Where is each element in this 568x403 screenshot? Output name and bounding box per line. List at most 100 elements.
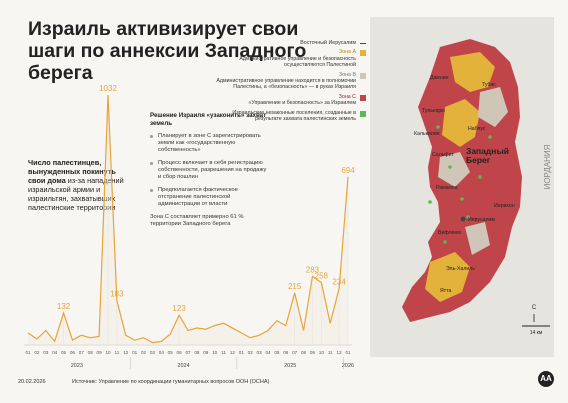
data-label: 215: [288, 282, 302, 291]
legend-zone-c-title: Зона С: [338, 93, 356, 100]
month-tick-label: 04: [265, 350, 271, 355]
month-tick-label: 12: [230, 350, 236, 355]
city-label: Дженин: [430, 75, 449, 81]
decision-item: Процесс включает в себя регистрацию собс…: [150, 160, 270, 181]
series-area: [28, 95, 348, 345]
north-label: С: [532, 305, 537, 311]
month-tick-label: 05: [168, 350, 174, 355]
left-note-bold: Число палестинцев, вынужденных покинуть …: [28, 158, 116, 185]
city-label: Вифлеем: [438, 230, 461, 236]
zone-b-center: [438, 152, 470, 187]
city-label: Наблус: [468, 126, 486, 132]
data-label: 258: [315, 272, 329, 281]
month-tick-label: 07: [292, 350, 298, 355]
month-tick-label: 04: [52, 350, 58, 355]
legend-settlements-desc: Израильские незаконные поселения, создан…: [232, 109, 356, 123]
year-label: 2023: [71, 363, 83, 369]
month-tick-label: 08: [88, 350, 94, 355]
zone-a-south: [425, 252, 470, 302]
legend-zone-b-title: Зона B: [338, 71, 356, 78]
settlements-swatch: [360, 110, 366, 117]
west-bank-label: Западный Берег: [466, 146, 511, 165]
month-tick-label: 01: [239, 350, 245, 355]
month-tick-label: 12: [123, 350, 129, 355]
left-note-rest: из-за нападений израильской армии и изра…: [28, 176, 124, 212]
city-label: Сальфит: [432, 152, 455, 158]
month-tick-label: 03: [43, 350, 49, 355]
month-tick-label: 11: [221, 350, 226, 355]
agency-logo: AA: [538, 371, 554, 387]
zone-b-north: [478, 87, 508, 127]
zone-b-swatch: [360, 72, 366, 79]
month-tick-label: 03: [150, 350, 156, 355]
data-label: 183: [110, 290, 124, 299]
footer-source: Источник: Управление по координации гума…: [72, 379, 270, 385]
legend-zone-c-desc: «Управление и безопасность» за Израилем: [248, 100, 356, 107]
legend-zone-b-desc: Административное управление находится в …: [216, 78, 356, 91]
month-tick-label: 08: [194, 350, 200, 355]
month-tick-label: 03: [257, 350, 263, 355]
month-tick-label: 09: [310, 350, 316, 355]
month-tick-label: 01: [25, 350, 31, 355]
month-tick-label: 06: [177, 350, 183, 355]
zone-b-south: [465, 222, 490, 255]
city-labels: Дженин Тубас Тулькарм Наблус Калькилия С…: [414, 75, 515, 294]
month-tick-label: 02: [141, 350, 147, 355]
legend-zone-a-desc: Административное управление и безопаснос…: [239, 55, 356, 69]
legend-east-jerusalem: Восточный Иерусалим: [216, 40, 366, 46]
data-label: 694: [341, 166, 355, 175]
scale-bar: 14 км: [522, 325, 550, 336]
year-label: 2026: [342, 363, 354, 369]
city-label: Иерихон: [494, 203, 515, 209]
data-label: 123: [172, 304, 186, 313]
month-tick-label: 11: [114, 350, 119, 355]
west-bank-map: Западный Берег ИОРДАНИЯ Дженин Тубас Тул…: [370, 17, 554, 357]
legend-zone-a: Зона А Административное управление и без…: [216, 49, 366, 68]
legend-settlements: Израильские незаконные поселения, создан…: [216, 110, 366, 123]
decision-footnote: Зона С составляет примерно 61 % территор…: [150, 214, 244, 227]
city-label: Ятта: [440, 288, 451, 294]
decision-block: Решение Израиля «узаконить» захват земел…: [150, 112, 270, 228]
legend-east-jerusalem-label: Восточный Иерусалим: [300, 40, 356, 46]
zone-a-swatch: [360, 50, 366, 57]
city-label: Калькилия: [414, 131, 440, 137]
city-label: Эль-Халиль: [446, 266, 475, 272]
scale-label: 14 км: [530, 330, 543, 336]
data-label: 234: [332, 277, 346, 286]
data-label: 283: [306, 265, 320, 274]
west-bank-label-l1: Западный: [466, 146, 509, 156]
month-tick-label: 04: [159, 350, 165, 355]
decision-title: Решение Израиля «узаконить» захват земел…: [150, 112, 267, 127]
footer-date: 20.02.2026: [18, 379, 46, 385]
month-tick-label: 05: [61, 350, 67, 355]
year-label: 2025: [284, 363, 296, 369]
data-label: 1032: [99, 84, 117, 93]
map-legend: Восточный Иерусалим Зона А Административ…: [216, 40, 366, 125]
zone-a-center: [442, 99, 480, 147]
month-tick-label: 07: [79, 350, 85, 355]
legend-zone-a-title: Зона А: [338, 49, 356, 56]
zone-c-swatch: [360, 94, 366, 101]
month-tick-label: 06: [70, 350, 76, 355]
decision-item: Планирует в зоне С зарегистрировать земл…: [150, 133, 270, 154]
decision-item: Предполагается фактическое отстранение п…: [150, 187, 270, 208]
month-tick-label: 06: [283, 350, 289, 355]
legend-zone-b: Зона B Административное управление наход…: [216, 72, 366, 91]
month-tick-label: 10: [212, 350, 218, 355]
month-tick-label: 12: [337, 350, 343, 355]
data-label: 132: [57, 302, 71, 311]
city-label: Иерусалим: [468, 217, 495, 223]
month-tick-label: 09: [97, 350, 103, 355]
month-tick-label: 11: [328, 350, 333, 355]
zone-a-north: [450, 52, 495, 92]
month-tick-label: 01: [132, 350, 138, 355]
settlement-markers: [428, 125, 492, 244]
city-label: Тубас: [482, 82, 496, 88]
page-title: Израиль активизирует свои шаги по аннекс…: [28, 18, 307, 84]
west-bank-label-l2: Берег: [466, 155, 491, 165]
month-tick-label: 07: [185, 350, 191, 355]
month-tick-label: 02: [34, 350, 40, 355]
month-tick-label: 05: [274, 350, 280, 355]
month-tick-label: 10: [105, 350, 111, 355]
